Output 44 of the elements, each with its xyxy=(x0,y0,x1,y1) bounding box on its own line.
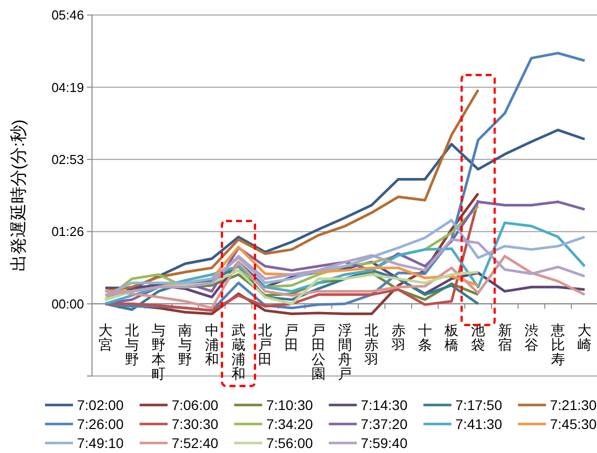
x-tick-label: 北戸田 xyxy=(258,322,272,367)
y-tick-label: 05:46 xyxy=(51,8,84,23)
y-tick-label: 04:19 xyxy=(51,80,84,95)
legend-label: 7:49:10 xyxy=(77,434,124,451)
line-series xyxy=(104,254,586,310)
x-tick-label: 武蔵浦和 xyxy=(231,322,246,382)
y-axis-title: 出発遅延時分(分:秒) xyxy=(9,119,28,272)
x-tick-label: 戸田公園 xyxy=(311,322,326,382)
legend-label: 7:17:50 xyxy=(455,396,502,413)
x-tick-label: 戸田 xyxy=(284,322,299,352)
legend-label: 7:14:30 xyxy=(360,396,408,413)
x-tick-label: 恵比寿 xyxy=(550,322,566,367)
x-tick-label: 池袋 xyxy=(471,322,486,352)
x-tick-label: 南与野 xyxy=(178,322,192,367)
x-tick-label: 大宮 xyxy=(98,322,112,352)
x-tick-label: 大崎 xyxy=(578,322,592,352)
x-tick-label: 北与野 xyxy=(124,322,139,367)
legend-label: 7:52:40 xyxy=(172,434,219,451)
x-tick-label: 渋谷 xyxy=(524,322,538,352)
line-series xyxy=(104,88,480,293)
legend-label: 7:26:00 xyxy=(77,416,124,432)
x-tick-label: 赤羽 xyxy=(390,322,406,352)
x-tick-label: 板橋 xyxy=(444,322,459,352)
legend-label: 7:02:00 xyxy=(77,396,124,413)
x-tick-label: 浮間舟戸 xyxy=(338,322,352,382)
legend-label: 7:21:30 xyxy=(550,396,597,413)
x-tick-label: 新宿 xyxy=(498,322,512,352)
line-series xyxy=(104,238,586,297)
y-tick-label: 00:00 xyxy=(51,296,84,312)
y-tick-label: 01:26 xyxy=(51,224,84,240)
legend-label: 7:34:20 xyxy=(266,416,314,432)
y-tick-label: 02:53 xyxy=(51,152,84,167)
legend-label: 7:41:30 xyxy=(455,416,502,432)
legend-label: 7:59:40 xyxy=(360,434,408,451)
x-tick-label: 十条 xyxy=(418,322,432,352)
x-tick-label: 北赤羽 xyxy=(364,322,379,367)
legend-label: 7:45:30 xyxy=(550,416,597,432)
x-tick-label: 与野本町 xyxy=(152,322,166,382)
legend-label: 7:56:00 xyxy=(266,434,314,451)
legend-label: 7:37:20 xyxy=(360,416,408,432)
legend-label: 7:10:30 xyxy=(266,396,314,413)
legend-label: 7:06:00 xyxy=(172,396,219,413)
x-tick-label: 中浦和 xyxy=(204,322,219,367)
legend-label: 7:30:30 xyxy=(172,416,219,432)
